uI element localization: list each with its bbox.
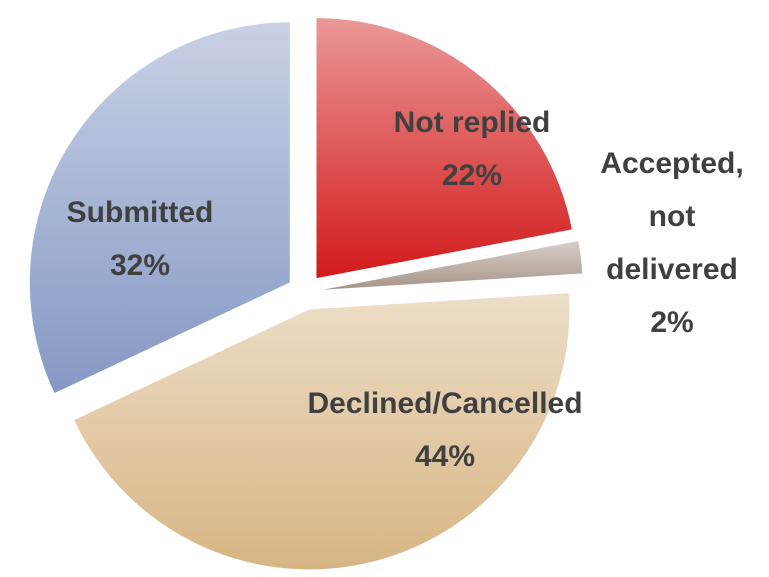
value-label: 32%: [109, 249, 171, 282]
pie-slice: [316, 18, 572, 279]
category-name: Declined/Cancelled: [307, 387, 583, 420]
slice-label: Not replied 22%: [394, 96, 551, 202]
slice-label: Submitted 32%: [67, 186, 214, 292]
value-label: 44%: [414, 440, 476, 473]
slice-label: Accepted, not delivered 2%: [585, 137, 760, 349]
pie-slice: [322, 241, 583, 290]
category-name: Not replied: [393, 106, 551, 139]
pie-slice: [29, 22, 290, 394]
pie-slice: [74, 293, 570, 570]
value-label: 2%: [650, 306, 694, 339]
value-label: 22%: [441, 159, 503, 192]
category-name: Submitted: [66, 196, 214, 229]
slice-label: Declined/Cancelled 44%: [307, 377, 582, 483]
category-name: Accepted, not delivered: [600, 147, 744, 286]
